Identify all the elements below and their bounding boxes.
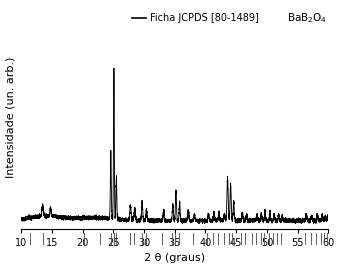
Text: BaB$_2$O$_4$: BaB$_2$O$_4$ — [287, 11, 327, 25]
X-axis label: 2 θ (graus): 2 θ (graus) — [144, 253, 205, 263]
Legend: Ficha JCPDS [80-1489]: Ficha JCPDS [80-1489] — [129, 10, 262, 26]
Y-axis label: Intensidade (un. arb.): Intensidade (un. arb.) — [5, 56, 16, 178]
